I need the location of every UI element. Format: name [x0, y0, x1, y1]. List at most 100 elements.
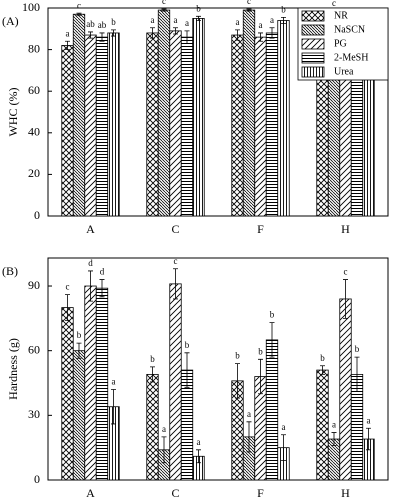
error-bar [269, 322, 275, 358]
significance-letter: d [88, 258, 93, 268]
significance-letter: c [344, 267, 348, 277]
significance-letter: b [320, 353, 325, 363]
significance-letter: a [332, 420, 336, 430]
error-bar [354, 356, 360, 393]
legend-swatch [301, 38, 325, 50]
significance-letter: c [247, 0, 251, 6]
error-bar [281, 16, 286, 24]
significance-letter: c [66, 282, 70, 292]
significance-letter: c [332, 0, 336, 8]
error-bar [343, 279, 348, 319]
x-tick-label: H [341, 222, 350, 236]
bar [84, 285, 97, 481]
bar [61, 45, 74, 217]
significance-letter: a [112, 377, 116, 387]
error-bar [111, 29, 116, 37]
significance-letter: d [100, 267, 105, 277]
bar [169, 283, 182, 481]
x-tick-label: F [257, 486, 264, 500]
error-bar [76, 342, 82, 359]
significance-letter: a [162, 424, 166, 434]
y-tick-label: 100 [22, 0, 40, 14]
plot-frame [47, 257, 389, 481]
error-bar [173, 27, 178, 35]
significance-letter: a [367, 415, 371, 425]
error-bar [161, 436, 167, 464]
error-bar [76, 12, 82, 16]
significance-letter: b [150, 354, 155, 364]
error-bar [281, 434, 286, 462]
y-tick-label: 80 [28, 41, 40, 55]
error-bar [366, 427, 371, 451]
bar [107, 32, 120, 217]
legend-label: PG [334, 38, 347, 49]
legend-label: Urea [334, 66, 354, 77]
bar [192, 17, 205, 217]
y-tick-label: 20 [28, 166, 40, 180]
significance-letter: c [162, 0, 166, 6]
plot-frame [47, 7, 389, 217]
bar [72, 13, 86, 217]
error-bar [235, 363, 240, 399]
x-tick-label: H [341, 486, 350, 500]
y-tick-label: 60 [28, 83, 40, 97]
error-bar [320, 365, 325, 375]
error-bar [184, 30, 190, 44]
significance-letter: a [66, 28, 70, 38]
error-bar [88, 31, 93, 39]
legend-swatch [301, 10, 325, 22]
legend-label: NR [334, 10, 348, 21]
significance-letter: a [270, 15, 274, 25]
bar [95, 287, 109, 481]
significance-letter: a [174, 15, 178, 25]
significance-letter: a [185, 18, 189, 28]
significance-letter: a [259, 20, 263, 30]
bar [169, 30, 182, 217]
bar [254, 36, 267, 217]
significance-letter: b [77, 330, 82, 340]
legend-label: NaSCN [334, 24, 365, 35]
error-bar [65, 40, 70, 50]
y-tick-label: 40 [28, 125, 40, 139]
y-axis-label: Hardness (g) [6, 338, 20, 400]
error-bar [150, 27, 155, 39]
bar [180, 36, 194, 217]
y-axis-label: WHC (%) [6, 88, 20, 137]
y-tick-label: 30 [28, 407, 40, 421]
error-bar [111, 389, 116, 425]
significance-letter: b [185, 340, 190, 350]
significance-letter: ab [86, 19, 95, 29]
bar [339, 298, 352, 481]
significance-letter: b [235, 351, 240, 361]
significance-letter: a [247, 409, 251, 419]
legend-swatch [301, 24, 325, 36]
bar [265, 32, 279, 217]
bar [265, 339, 279, 481]
x-tick-label: C [171, 486, 179, 500]
error-bar [258, 32, 263, 42]
legend-swatch [301, 52, 325, 64]
significance-letter: a [197, 437, 201, 447]
significance-letter: b [196, 3, 201, 13]
significance-letter: ab [98, 20, 107, 30]
x-tick-label: C [171, 222, 179, 236]
bar [231, 34, 244, 217]
x-tick-label: A [86, 222, 95, 236]
bar [316, 369, 329, 481]
significance-letter: a [151, 15, 155, 25]
error-bar [88, 270, 93, 302]
error-bar [173, 268, 178, 300]
significance-letter: b [270, 310, 275, 320]
significance-letter: a [236, 17, 240, 27]
bar [84, 34, 97, 217]
bar [242, 9, 256, 217]
x-tick-label: F [257, 222, 264, 236]
bar [146, 32, 159, 217]
panel-label: (A) [2, 14, 19, 28]
panel-label: (B) [2, 264, 18, 278]
bar [146, 373, 159, 481]
error-bar [184, 352, 190, 388]
bar [95, 36, 109, 217]
error-bar [235, 29, 240, 41]
